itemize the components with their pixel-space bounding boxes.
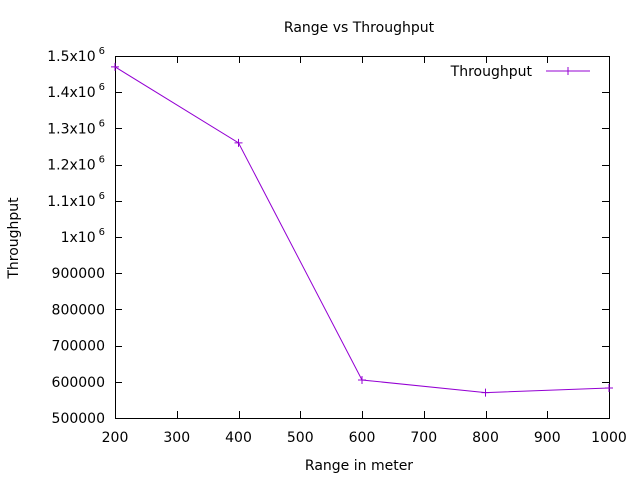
y-tick-label: 1.1x10 6 <box>47 191 105 210</box>
x-tick-label: 600 <box>349 430 376 446</box>
y-axis-label: Throughput <box>6 197 22 280</box>
x-axis: 200 300 400 500 600 700 800 900 1000 <box>102 56 627 446</box>
x-tick-label: 400 <box>225 430 252 446</box>
y-tick-label: 800000 <box>52 302 105 318</box>
series-layer <box>111 62 613 397</box>
data-point <box>481 388 490 397</box>
y-tick-label: 1.2x10 6 <box>47 155 105 174</box>
series-line-0 <box>114 66 610 394</box>
y-tick-label: 700000 <box>52 339 105 355</box>
data-point <box>234 138 243 147</box>
x-tick-label: 200 <box>102 430 129 446</box>
x-tick-label: 500 <box>287 430 314 446</box>
legend-marker <box>564 67 572 75</box>
y-tick-label: 1.3x10 6 <box>47 118 105 137</box>
y-tick-label: 1x10 6 <box>61 227 105 246</box>
y-tick-label: 600000 <box>52 375 105 391</box>
data-point <box>111 62 119 71</box>
data-point <box>358 375 366 384</box>
plot-frame <box>115 56 610 419</box>
x-tick-label: 900 <box>534 430 561 446</box>
legend: Throughput <box>450 64 590 80</box>
chart-title: Range vs Throughput <box>284 20 435 36</box>
legend-label: Throughput <box>450 64 533 80</box>
x-tick-label: 300 <box>163 430 190 446</box>
x-tick-label: 800 <box>472 430 499 446</box>
y-axis: 500000 600000 700000 800000 900000 1x10 6 1.1x1… <box>47 46 609 427</box>
data-point <box>605 383 613 392</box>
x-axis-label: Range in meter <box>305 458 413 474</box>
x-tick-label: 700 <box>410 430 437 446</box>
y-tick-label: 500000 <box>52 411 105 427</box>
x-tick-label: 1000 <box>591 430 627 446</box>
y-tick-label: 1.5x10 6 <box>47 46 105 65</box>
y-tick-label: 900000 <box>52 266 105 282</box>
y-tick-label: 1.4x10 6 <box>47 82 105 101</box>
